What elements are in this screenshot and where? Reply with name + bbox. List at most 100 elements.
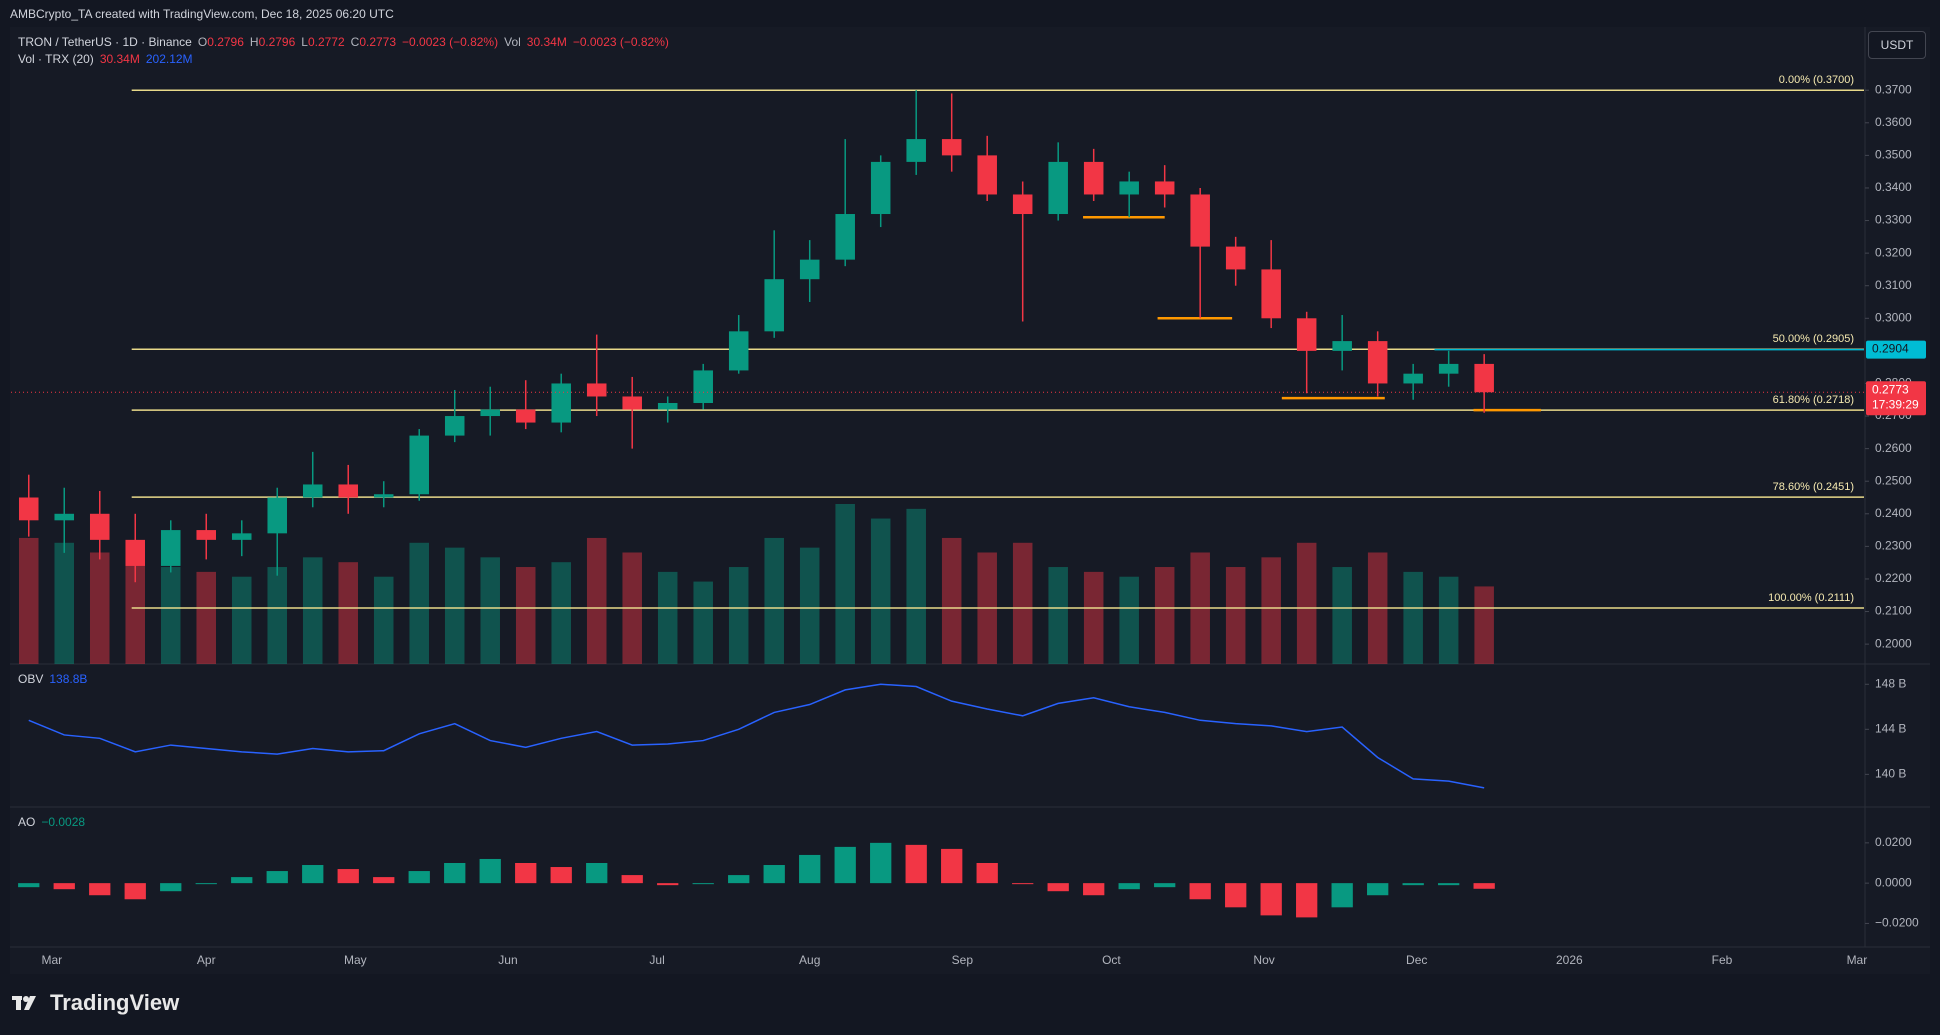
ohlc-item: C0.2773 xyxy=(351,35,396,49)
y-tick-label: 0.3700 xyxy=(1875,82,1912,96)
volume-bar xyxy=(906,508,926,664)
ohlc-item: H0.2796 xyxy=(250,35,295,49)
ao-bar xyxy=(799,854,821,884)
x-tick-label: Apr xyxy=(197,953,216,967)
volume-ma: 202.12M xyxy=(145,52,193,66)
volume-bar xyxy=(515,567,536,664)
candle-body xyxy=(1225,246,1246,270)
x-tick-label: Mar xyxy=(1847,953,1868,967)
fib-label: 61.80% (0.2718) xyxy=(1773,394,1854,406)
ohlc-value: 0.2773 xyxy=(359,35,397,49)
y-tick-label: 0.3000 xyxy=(1875,310,1912,324)
y-tick-label: 0.2400 xyxy=(1875,506,1912,520)
alert-box xyxy=(1866,340,1926,359)
candle-body xyxy=(551,383,571,423)
y-tick-label: 0.0200 xyxy=(1875,835,1912,849)
ao-value: −0.0028 xyxy=(41,815,86,829)
volume-bar xyxy=(338,562,358,664)
candle-body xyxy=(302,484,323,498)
x-tick-label: 2026 xyxy=(1556,953,1583,967)
candle-body xyxy=(622,396,642,410)
ao-bar xyxy=(1047,883,1069,892)
x-tick-label: May xyxy=(344,953,367,967)
y-tick-label: 0.3400 xyxy=(1875,180,1912,194)
fib-label: 78.60% (0.2451) xyxy=(1773,481,1854,493)
candle-body xyxy=(338,484,358,498)
y-tick-label: 0.2200 xyxy=(1875,571,1912,585)
ao-bar xyxy=(337,869,359,884)
volume-bar xyxy=(125,557,146,664)
fib-label: 50.00% (0.2905) xyxy=(1773,333,1854,345)
x-tick-label: Jul xyxy=(649,953,664,967)
volume-bar xyxy=(941,537,962,664)
legend-main: TRON / TetherUS · 1D · Binance O0.2796 H0… xyxy=(18,35,669,49)
candle-body xyxy=(1083,161,1104,195)
ao-bar xyxy=(1473,883,1495,889)
volume-last: 30.34M xyxy=(99,52,140,66)
ao-bar xyxy=(834,846,856,884)
volume-bar xyxy=(409,542,429,664)
candle-body xyxy=(977,155,997,195)
ao-bar xyxy=(1012,883,1034,885)
ao-bar xyxy=(231,877,253,884)
volume-bar xyxy=(1225,567,1246,664)
volume-bar xyxy=(1474,586,1494,664)
y-tick-label: 0.3600 xyxy=(1875,115,1912,129)
volume-bar xyxy=(373,576,394,664)
volume-bar xyxy=(1296,542,1317,664)
x-tick-label: Jun xyxy=(498,953,517,967)
y-tick-label: 0.3300 xyxy=(1875,213,1912,227)
fib-label: 100.00% (0.2111) xyxy=(1768,592,1854,604)
volume-bar xyxy=(1438,576,1459,664)
brand-name: TradingView xyxy=(50,990,180,1015)
candle-body xyxy=(586,383,607,397)
ao-bar xyxy=(1331,883,1353,908)
y-tick-label: 0.3500 xyxy=(1875,148,1912,162)
ao-bar xyxy=(550,867,572,884)
volume-bar xyxy=(444,547,465,664)
x-tick-label: Dec xyxy=(1406,953,1427,967)
candle-body xyxy=(906,139,926,162)
y-tick-label: 0.2600 xyxy=(1875,441,1912,455)
candle-body xyxy=(1332,341,1352,351)
candle-body xyxy=(267,497,287,534)
y-tick-label: 148 B xyxy=(1875,676,1906,690)
ao-bar xyxy=(941,848,963,884)
ao-bar xyxy=(1083,883,1105,896)
legend-volume: Vol · TRX (20) 30.34M 202.12M xyxy=(18,52,193,66)
obv-line xyxy=(28,683,1485,789)
ohlc-item: L0.2772 xyxy=(301,35,344,49)
volume-bar xyxy=(267,567,287,664)
brand: TradingView xyxy=(12,990,179,1016)
ao-bar xyxy=(266,871,288,884)
candle-body xyxy=(515,409,536,423)
currency-button[interactable]: USDT xyxy=(1868,31,1926,59)
volume-bar xyxy=(1154,567,1175,664)
candle-body xyxy=(89,513,110,540)
ohlc-key: H xyxy=(249,35,259,49)
ao-bar xyxy=(976,863,998,884)
x-tick-label: Aug xyxy=(799,953,820,967)
ao-bar xyxy=(479,858,501,884)
candle-body xyxy=(1261,269,1281,319)
volume-bar xyxy=(870,518,891,664)
ao-bar xyxy=(1154,883,1176,888)
candle-body xyxy=(18,497,39,521)
candle-body xyxy=(693,370,713,404)
volume-bar xyxy=(302,557,323,664)
fib-label: 0.00% (0.3700) xyxy=(1779,74,1854,86)
ao-bar xyxy=(302,865,324,884)
volume-bar xyxy=(160,567,181,664)
candle-body xyxy=(1474,363,1494,393)
y-tick-label: 0.0000 xyxy=(1875,875,1912,889)
ao-bar xyxy=(89,883,111,896)
ohlc: O0.2796 H0.2796 L0.2772 C0.2773 xyxy=(198,35,396,49)
last-price-label: 0.2773 xyxy=(1872,382,1909,396)
symbol-title: TRON / TetherUS · 1D · Binance xyxy=(18,35,192,49)
candle-body xyxy=(799,259,820,280)
ao-bar xyxy=(728,875,750,884)
y-tick-label: −0.0200 xyxy=(1875,916,1919,930)
x-tick-label: Feb xyxy=(1712,953,1733,967)
